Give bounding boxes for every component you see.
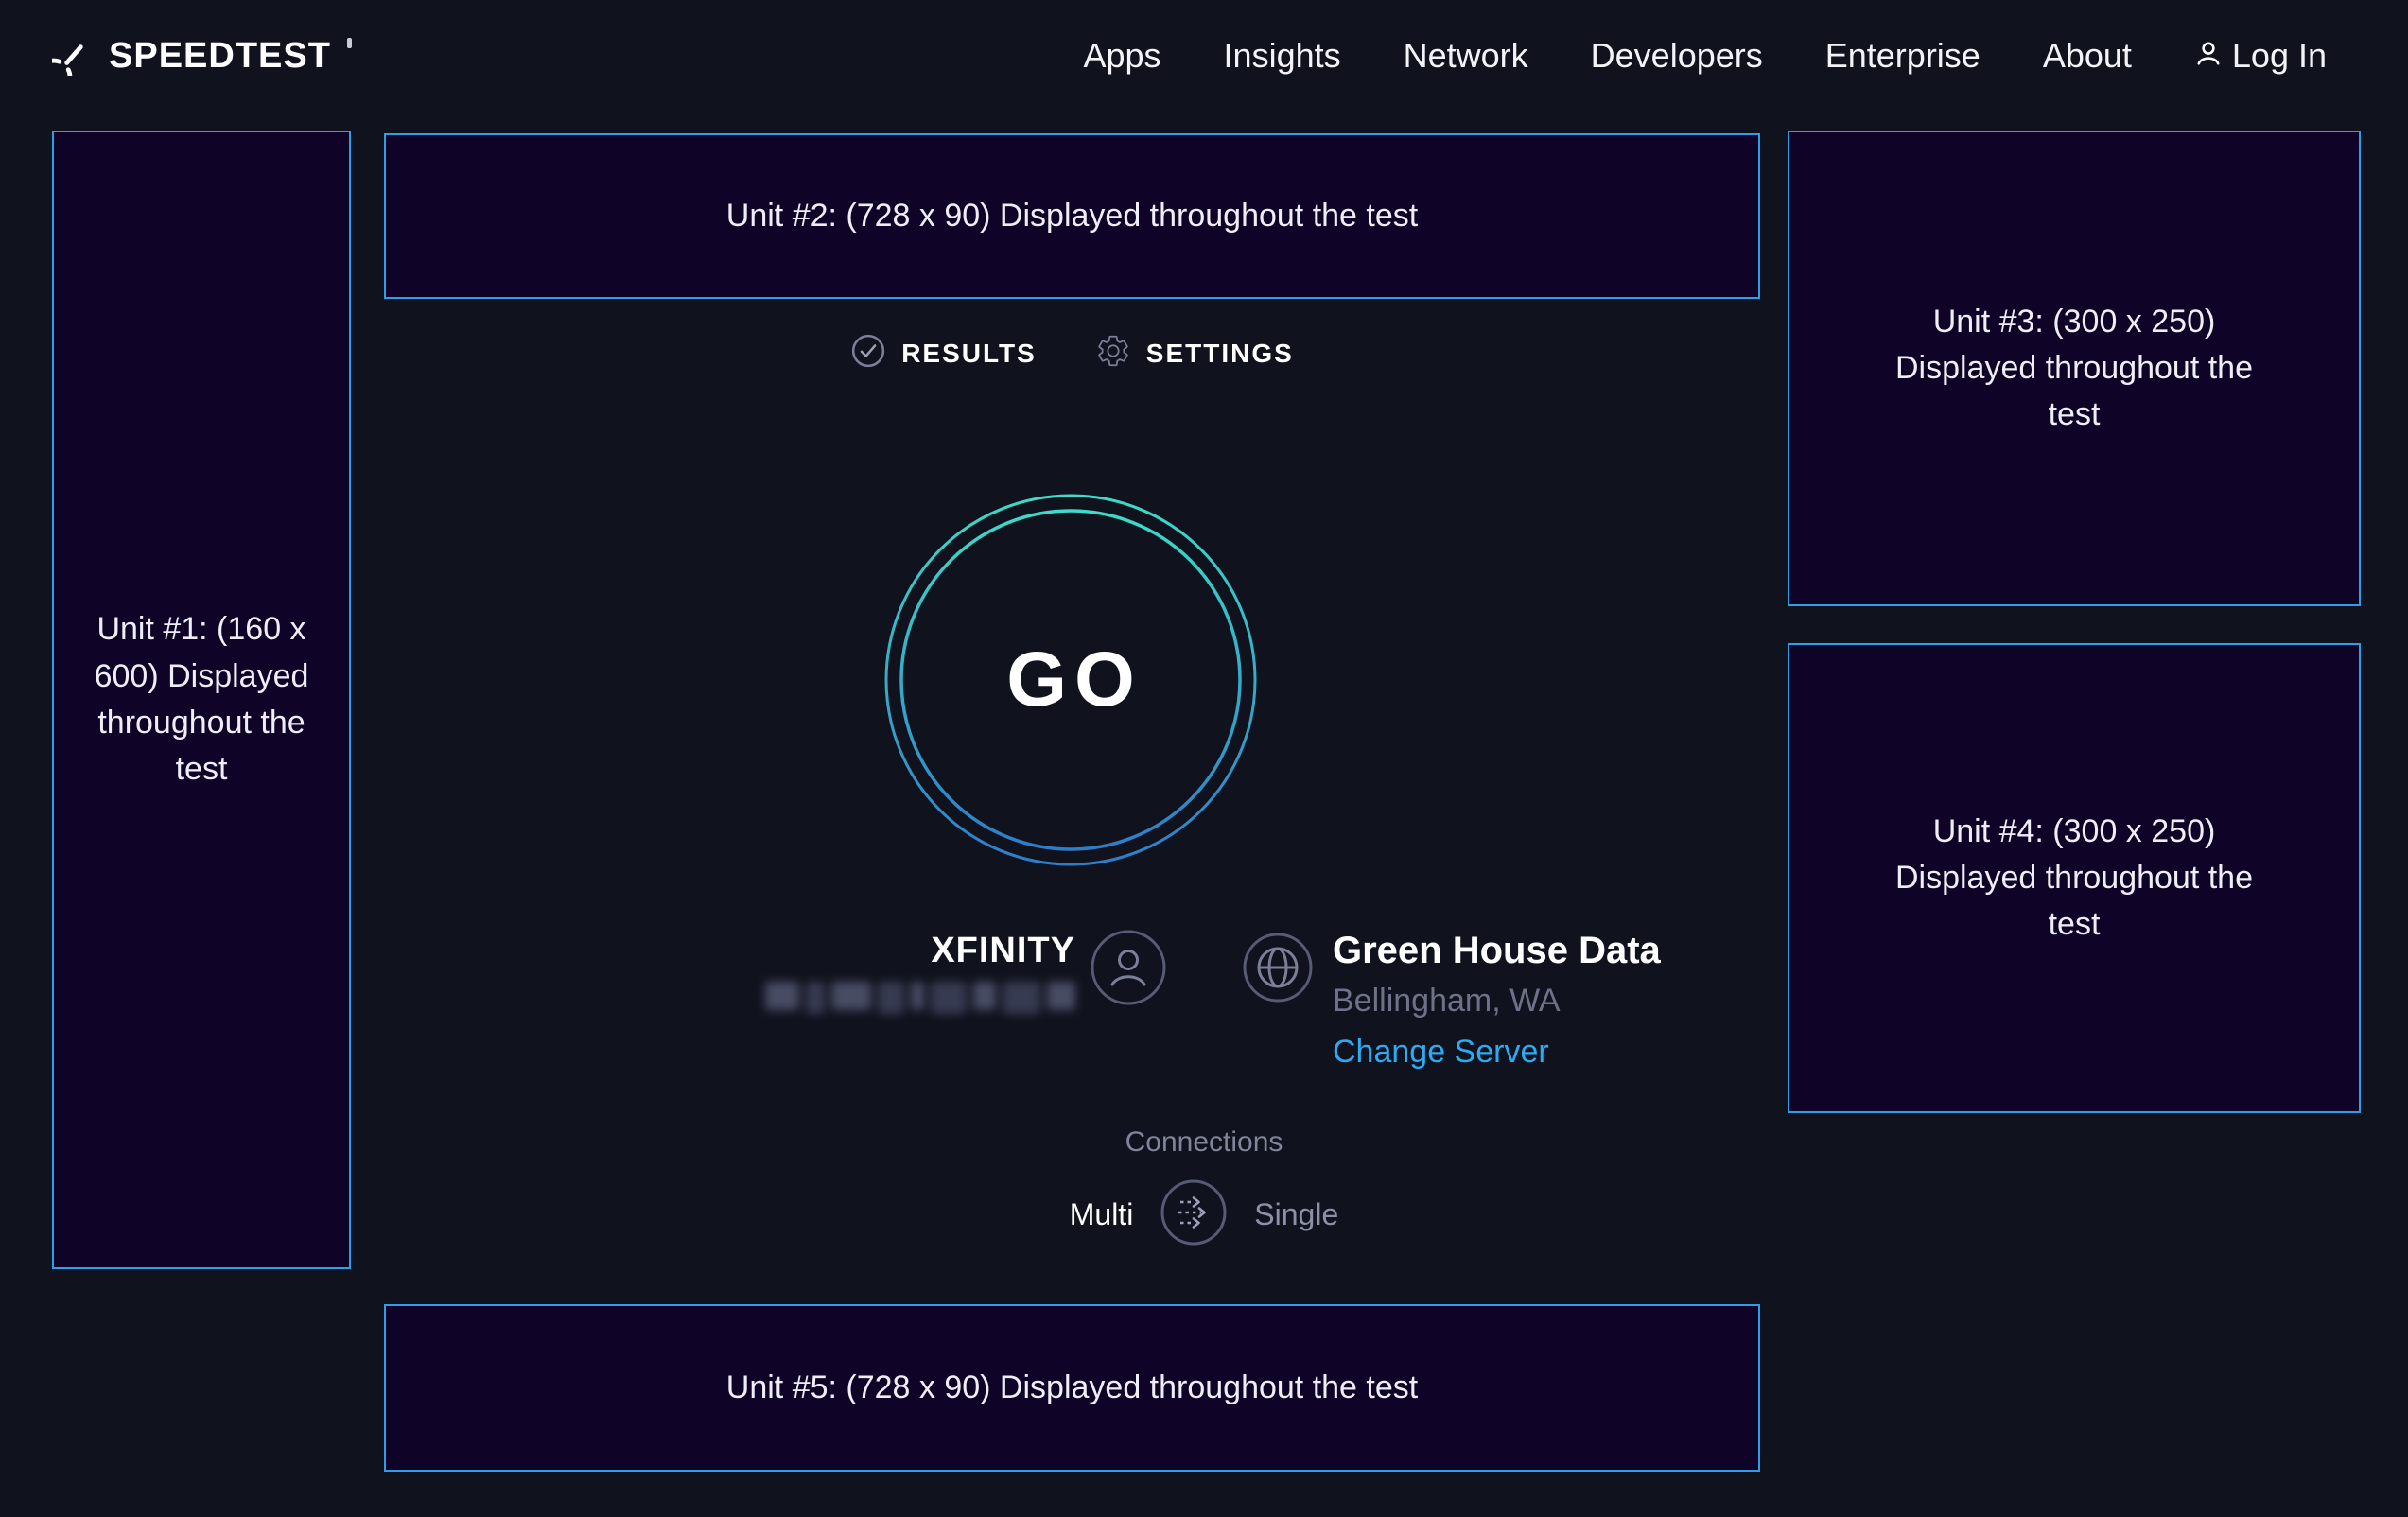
go-rings (884, 494, 1257, 866)
go-button-label: GO (1006, 636, 1143, 723)
isp-block: XFINITY (678, 929, 1075, 1014)
connections-single-option[interactable]: Single (1254, 1197, 1339, 1231)
logo-wordmark: SPEEDTEST (109, 36, 331, 76)
nav-item-enterprise[interactable]: Enterprise (1824, 36, 1980, 75)
ad-unit-3-text: Unit #3: (300 x 250) Displayed throughou… (1894, 303, 2254, 433)
connection-info-row: XFINITY Green House Data Bellingham, WA (0, 929, 2408, 1072)
ad-unit-2[interactable]: Unit #2: (728 x 90) Displayed throughout… (384, 133, 1760, 299)
isp-name: XFINITY (931, 931, 1075, 970)
tab-settings[interactable]: SETTINGS (1095, 333, 1294, 374)
server-block: Green House Data Bellingham, WA Change S… (1333, 929, 1730, 1072)
redacted-ip (678, 982, 1075, 1014)
server-globe-icon (1242, 932, 1314, 1008)
connections-multi-option[interactable]: Multi (1069, 1197, 1134, 1231)
connections-section: Connections Multi Single (0, 1125, 2408, 1251)
ad-unit-4[interactable]: Unit #4: (300 x 250) Displayed throughou… (1788, 643, 2361, 1113)
tab-results[interactable]: RESULTS (850, 333, 1037, 374)
connections-label: Connections (1125, 1126, 1283, 1158)
nav-item-network[interactable]: Network (1403, 36, 1528, 75)
speedometer-icon (36, 32, 96, 95)
login-label: Log In (2231, 36, 2327, 75)
nav-item-about[interactable]: About (2042, 36, 2132, 75)
gear-icon (1095, 333, 1131, 374)
nav-item-developers[interactable]: Developers (1590, 36, 1763, 75)
speedtest-logo[interactable]: SPEEDTEST (36, 32, 352, 95)
connections-toggle-row: Multi Single (1069, 1178, 1339, 1251)
user-outline-icon (2194, 36, 2223, 76)
change-server-link[interactable]: Change Server (1333, 1034, 1549, 1070)
connections-toggle-icon[interactable] (1160, 1178, 1228, 1251)
go-button[interactable]: GO (883, 493, 1258, 867)
server-name: Green House Data (1333, 930, 1661, 971)
nav-item-insights[interactable]: Insights (1223, 36, 1341, 75)
tab-bar: RESULTS SETTINGS (384, 333, 1760, 374)
ad-unit-3[interactable]: Unit #3: (300 x 250) Displayed throughou… (1788, 131, 2361, 606)
tab-results-label: RESULTS (901, 338, 1037, 368)
login-button[interactable]: Log In (2194, 36, 2327, 76)
check-circle-icon (850, 333, 886, 374)
ad-unit-2-text: Unit #2: (728 x 90) Displayed throughout… (725, 197, 1419, 234)
tab-settings-label: SETTINGS (1145, 338, 1294, 368)
ad-unit-4-text: Unit #4: (300 x 250) Displayed throughou… (1894, 812, 2254, 943)
isp-user-icon (1090, 929, 1167, 1011)
trademark-tick (346, 37, 352, 48)
ad-unit-1-text: Unit #1: (160 x 600) Displayed throughou… (94, 611, 309, 788)
ad-unit-1[interactable]: Unit #1: (160 x 600) Displayed throughou… (52, 131, 351, 1269)
header: SPEEDTEST Apps Insights Network Develope… (0, 0, 2408, 112)
main-nav: Apps Insights Network Developers Enterpr… (1083, 36, 2327, 76)
ad-unit-5-text: Unit #5: (728 x 90) Displayed throughout… (725, 1369, 1419, 1405)
ad-unit-5[interactable]: Unit #5: (728 x 90) Displayed throughout… (384, 1304, 1760, 1472)
server-location: Bellingham, WA (1333, 983, 1561, 1019)
nav-item-apps[interactable]: Apps (1083, 36, 1161, 75)
